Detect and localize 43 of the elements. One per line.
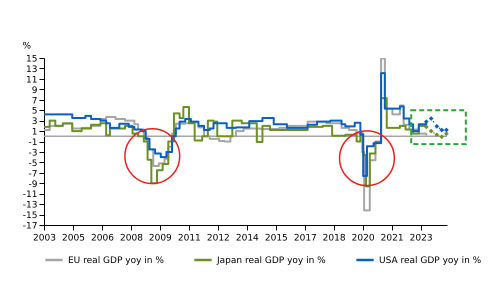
y-tick-label: 13 [26, 64, 38, 75]
y-tick-label: 3 [32, 117, 38, 128]
y-tick-label: -1 [28, 138, 38, 148]
x-tick-label: 2008 [120, 234, 144, 244]
y-tick-label: -7 [28, 169, 38, 180]
point [444, 128, 449, 132]
y-tick-label: 9 [32, 86, 38, 96]
legend-label: EU real GDP yoy in % [68, 256, 164, 266]
y-tick-label: -5 [28, 158, 38, 169]
point [439, 134, 444, 140]
point [434, 132, 440, 138]
y-tick-label: -17 [22, 222, 38, 232]
legend-label: USA real GDP yoy in % [379, 256, 482, 266]
x-tick-label: 2012 [206, 234, 230, 244]
point [428, 116, 434, 121]
y-tick-label: 5 [32, 106, 38, 117]
x-tick-label: 2003 [33, 234, 56, 244]
legend-label: Japan real GDP yoy in % [216, 256, 326, 266]
x-tick-label: 2011 [178, 234, 201, 244]
x-tick-label: 2014 [236, 234, 260, 244]
x-tick-label: 2020 [352, 234, 375, 244]
x-tick-label: 2021 [380, 234, 404, 244]
x-tick-label: 2005 [62, 234, 85, 244]
y-tick-label: -9 [28, 180, 38, 190]
y-tick-label: 7 [32, 96, 38, 106]
y-tick-label: 1 [32, 128, 38, 138]
x-tick-label: 2023 [410, 234, 433, 244]
point [434, 124, 440, 129]
x-tick-label: 2015 [264, 234, 288, 244]
y-tick-label: 15 [26, 54, 38, 64]
y-tick-label: -15 [22, 211, 38, 222]
point [424, 124, 429, 130]
point [428, 128, 434, 134]
y-axis-title: % [22, 42, 32, 52]
x-tick-label: 2006 [91, 234, 114, 244]
y-tick-label: -13 [22, 200, 38, 211]
y-tick-label: -3 [28, 148, 38, 158]
point [444, 131, 449, 136]
y-tick-label: 11 [26, 75, 38, 86]
x-tick-label: 2017 [294, 234, 317, 244]
x-tick-label: 2018 [322, 234, 346, 244]
y-tick-label: -11 [22, 190, 38, 200]
x-tick-label: 2009 [148, 234, 172, 244]
